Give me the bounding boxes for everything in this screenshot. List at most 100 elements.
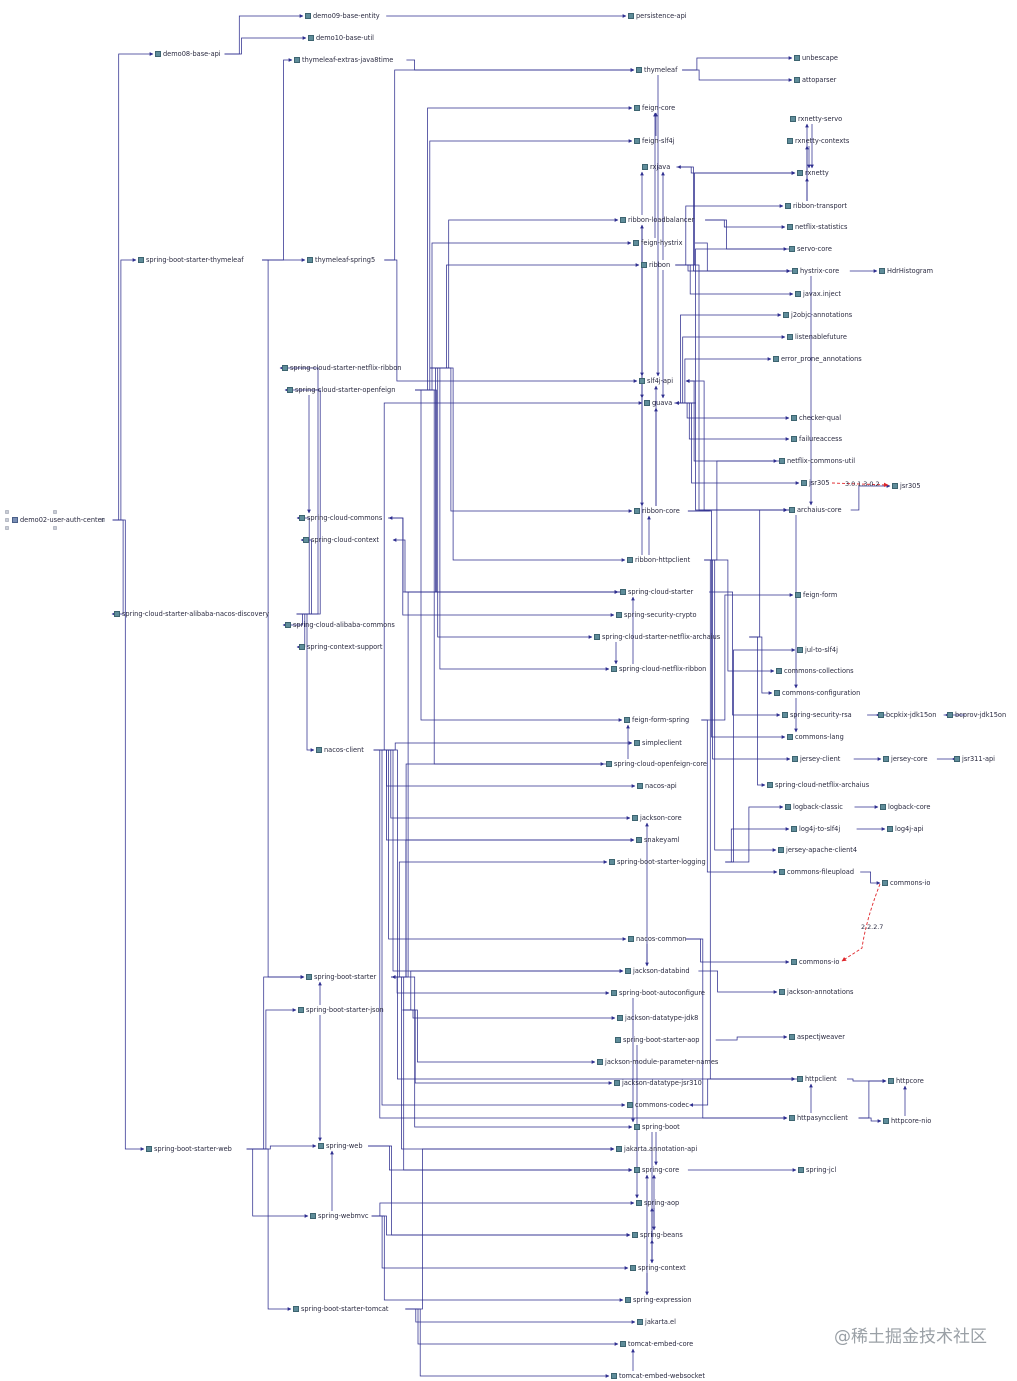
node-thy-spring5[interactable]: thymeleaf-spring5 bbox=[307, 256, 375, 265]
node-servo-core[interactable]: servo-core bbox=[789, 245, 832, 254]
node-sca-commons[interactable]: spring-cloud-alibaba-commons bbox=[285, 621, 395, 630]
node-log4j-slf4j[interactable]: log4j-to-slf4j bbox=[791, 825, 840, 834]
node-sbs-logging[interactable]: spring-boot-starter-logging bbox=[609, 858, 706, 867]
node-javax-inject[interactable]: javax.inject bbox=[795, 290, 841, 299]
node-spring-web[interactable]: spring-web bbox=[318, 1142, 363, 1151]
node-root[interactable]: demo02-user-auth-center bbox=[12, 516, 104, 525]
node-nacos-client[interactable]: nacos-client bbox=[316, 746, 364, 755]
node-feign-form-spring[interactable]: feign-form-spring bbox=[624, 716, 689, 725]
node-jackson-params[interactable]: jackson-module-parameter-names bbox=[597, 1058, 718, 1067]
selection-handle[interactable] bbox=[5, 510, 9, 514]
node-spring-beans[interactable]: spring-beans bbox=[632, 1231, 683, 1240]
node-spring-boot[interactable]: spring-boot bbox=[634, 1123, 680, 1132]
node-bcprov[interactable]: bcprov-jdk15on bbox=[947, 711, 1006, 720]
node-guava[interactable]: guava bbox=[644, 399, 672, 408]
node-jakarta-annotation[interactable]: jakarta.annotation-api bbox=[616, 1145, 697, 1154]
node-spring-core[interactable]: spring-core bbox=[634, 1166, 679, 1175]
node-simpleclient[interactable]: simpleclient bbox=[634, 739, 682, 748]
node-sbs-json[interactable]: spring-boot-starter-json bbox=[298, 1006, 384, 1015]
node-sc-starter[interactable]: spring-cloud-starter bbox=[620, 588, 693, 597]
node-logback-core[interactable]: logback-core bbox=[880, 803, 930, 812]
node-slf4j-api[interactable]: slf4j-api bbox=[639, 377, 673, 386]
node-httpcore-nio[interactable]: httpcore-nio bbox=[883, 1117, 931, 1126]
node-hystrix-core[interactable]: hystrix-core bbox=[792, 267, 839, 276]
selection-handle[interactable] bbox=[101, 518, 105, 522]
node-checker-qual[interactable]: checker-qual bbox=[791, 414, 841, 423]
node-tomcat-ws[interactable]: tomcat-embed-websocket bbox=[611, 1372, 705, 1381]
node-sc-context[interactable]: spring-cloud-context bbox=[303, 536, 379, 545]
node-rxnetty-servo[interactable]: rxnetty-servo bbox=[790, 115, 842, 124]
node-nacos-common[interactable]: nacos-common bbox=[628, 935, 686, 944]
node-feign-form[interactable]: feign-form bbox=[795, 591, 837, 600]
node-j2objc[interactable]: j2objc-annotations bbox=[783, 311, 852, 320]
node-ribbon-httpclient[interactable]: ribbon-httpclient bbox=[627, 556, 690, 565]
node-scs-netflix-archaius[interactable]: spring-cloud-starter-netflix-archaius bbox=[594, 633, 720, 642]
node-scs-openfeign[interactable]: spring-cloud-starter-openfeign bbox=[287, 386, 395, 395]
node-sc-commons[interactable]: spring-cloud-commons bbox=[299, 514, 382, 523]
node-commons-io-a[interactable]: commons-io bbox=[882, 879, 930, 888]
node-feign-hystrix[interactable]: feign-hystrix bbox=[633, 239, 683, 248]
selection-handle[interactable] bbox=[5, 526, 9, 530]
node-jackson-databind[interactable]: jackson-databind bbox=[625, 967, 690, 976]
node-commons-io-b[interactable]: commons-io bbox=[791, 958, 839, 967]
node-thymeleaf[interactable]: thymeleaf bbox=[636, 66, 677, 75]
node-httpclient[interactable]: httpclient bbox=[797, 1075, 837, 1084]
node-jul-slf4j[interactable]: jul-to-slf4j bbox=[797, 646, 838, 655]
node-netflix-statistics[interactable]: netflix-statistics bbox=[787, 223, 847, 232]
node-jsr305-a[interactable]: jsr305 bbox=[801, 479, 830, 488]
node-ribbon-lb[interactable]: ribbon-loadbalancer bbox=[620, 216, 694, 225]
node-commons-collections[interactable]: commons-collections bbox=[776, 667, 854, 676]
node-failureaccess[interactable]: failureaccess bbox=[791, 435, 842, 444]
node-sbs-web[interactable]: spring-boot-starter-web bbox=[146, 1145, 232, 1154]
node-commons-configuration[interactable]: commons-configuration bbox=[774, 689, 860, 698]
node-sb-starter[interactable]: spring-boot-starter bbox=[306, 973, 376, 982]
node-jackson-annotations[interactable]: jackson-annotations bbox=[779, 988, 853, 997]
node-scs-nacos[interactable]: spring-cloud-starter-alibaba-nacos-disco… bbox=[114, 610, 269, 619]
node-archaius-core[interactable]: archaius-core bbox=[789, 506, 842, 515]
node-sbs-aop[interactable]: spring-boot-starter-aop bbox=[615, 1036, 699, 1045]
node-jersey-apache[interactable]: jersey-apache-client4 bbox=[778, 846, 857, 855]
node-rxnetty[interactable]: rxnetty bbox=[797, 169, 829, 178]
node-spring-aop[interactable]: spring-aop bbox=[636, 1199, 679, 1208]
node-jakarta-el[interactable]: jakarta.el bbox=[637, 1318, 676, 1327]
node-jsr311[interactable]: jsr311-api bbox=[954, 755, 995, 764]
node-persistence[interactable]: persistence-api bbox=[628, 12, 687, 21]
node-rxjava[interactable]: rxjava bbox=[642, 163, 670, 172]
node-commons-codec[interactable]: commons-codec bbox=[627, 1101, 689, 1110]
node-netflix-commons-util[interactable]: netflix-commons-util bbox=[779, 457, 855, 466]
node-scs-netflix-ribbon[interactable]: spring-cloud-starter-netflix-ribbon bbox=[282, 364, 401, 373]
node-ribbon-core[interactable]: ribbon-core bbox=[634, 507, 680, 516]
node-bcpkix[interactable]: bcpkix-jdk15on bbox=[878, 711, 936, 720]
node-spring-context[interactable]: spring-context bbox=[630, 1264, 686, 1273]
node-httpasyncclient[interactable]: httpasyncclient bbox=[789, 1114, 848, 1123]
node-jersey-client[interactable]: jersey-client bbox=[792, 755, 840, 764]
node-feign-core[interactable]: feign-core bbox=[634, 104, 675, 113]
selection-handle[interactable] bbox=[5, 518, 9, 522]
node-sc-netflix-archaius[interactable]: spring-cloud-netflix-archaius bbox=[767, 781, 869, 790]
node-demo10[interactable]: demo10-base-util bbox=[308, 34, 374, 43]
node-spring-sec-rsa[interactable]: spring-security-rsa bbox=[782, 711, 852, 720]
node-sc-netflix-ribbon[interactable]: spring-cloud-netflix-ribbon bbox=[611, 665, 706, 674]
node-thy-extras[interactable]: thymeleaf-extras-java8time bbox=[294, 56, 393, 65]
node-commons-fileupload[interactable]: commons-fileupload bbox=[779, 868, 854, 877]
node-rxnetty-contexts[interactable]: rxnetty-contexts bbox=[787, 137, 849, 146]
node-jackson-core[interactable]: jackson-core bbox=[632, 814, 682, 823]
node-sb-autoconfigure[interactable]: spring-boot-autoconfigure bbox=[611, 989, 705, 998]
node-nacos-api[interactable]: nacos-api bbox=[637, 782, 677, 791]
node-feign-slf4j[interactable]: feign-slf4j bbox=[634, 137, 675, 146]
node-error-prone[interactable]: error_prone_annotations bbox=[773, 355, 862, 364]
node-unbescape[interactable]: unbescape bbox=[794, 54, 838, 63]
node-tomcat-core[interactable]: tomcat-embed-core bbox=[620, 1340, 693, 1349]
node-sc-openfeign-core[interactable]: spring-cloud-openfeign-core bbox=[606, 760, 707, 769]
node-jsr305-b[interactable]: jsr305 bbox=[892, 482, 921, 491]
selection-handle[interactable] bbox=[53, 510, 57, 514]
node-log4j-api[interactable]: log4j-api bbox=[887, 825, 924, 834]
node-hdrhistogram[interactable]: HdrHistogram bbox=[879, 267, 933, 276]
node-sbs-thymeleaf[interactable]: spring-boot-starter-thymeleaf bbox=[138, 256, 244, 265]
node-snakeyaml[interactable]: snakeyaml bbox=[636, 836, 680, 845]
node-sbs-tomcat[interactable]: spring-boot-starter-tomcat bbox=[293, 1305, 389, 1314]
node-demo08[interactable]: demo08-base-api bbox=[155, 50, 221, 59]
node-jersey-core[interactable]: jersey-core bbox=[883, 755, 928, 764]
selection-handle[interactable] bbox=[53, 526, 57, 530]
node-attoparser[interactable]: attoparser bbox=[794, 76, 836, 85]
